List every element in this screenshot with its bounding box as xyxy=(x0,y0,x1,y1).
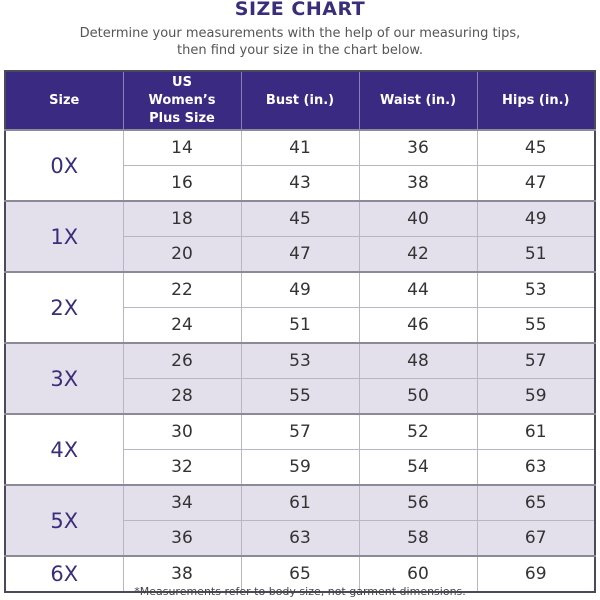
header-hips: Hips (in.) xyxy=(477,71,595,130)
us-size-cell: 16 xyxy=(123,165,242,201)
size-label: 3X xyxy=(5,342,124,414)
table-row: 36 63 58 67 xyxy=(5,520,595,556)
table-row: 28 55 50 59 xyxy=(5,378,595,414)
us-size-cell: 26 xyxy=(123,342,242,379)
us-size-cell: 14 xyxy=(123,129,242,166)
table-row: 5X 34 61 56 65 xyxy=(5,484,595,556)
bust-cell: 43 xyxy=(241,165,360,201)
size-label: 0X xyxy=(5,129,124,201)
header-row: Size US Women’s Plus Size Bust (in.) Wai… xyxy=(5,71,595,130)
us-size-cell: 18 xyxy=(123,200,242,237)
subtitle-line-1: Determine your measurements with the hel… xyxy=(79,26,521,41)
bust-cell: 41 xyxy=(241,129,360,166)
bust-cell: 51 xyxy=(241,307,360,343)
hips-cell: 45 xyxy=(477,129,595,166)
waist-cell: 52 xyxy=(359,413,478,450)
hips-cell: 69 xyxy=(477,555,595,592)
hips-cell: 59 xyxy=(477,378,595,414)
bust-cell: 49 xyxy=(241,271,360,308)
us-size-cell: 20 xyxy=(123,236,242,272)
hips-cell: 49 xyxy=(477,200,595,237)
table-row: 2X 22 49 44 53 xyxy=(5,271,595,343)
us-size-cell: 30 xyxy=(123,413,242,450)
header-size: Size xyxy=(5,71,124,130)
us-size-cell: 28 xyxy=(123,378,242,414)
waist-cell: 60 xyxy=(359,555,478,592)
hips-cell: 51 xyxy=(477,236,595,272)
waist-cell: 44 xyxy=(359,271,478,308)
table-row: 32 59 54 63 xyxy=(5,449,595,485)
waist-cell: 36 xyxy=(359,129,478,166)
waist-cell: 58 xyxy=(359,520,478,556)
bust-cell: 65 xyxy=(241,555,360,592)
size-label: 6X xyxy=(5,555,124,592)
hips-cell: 61 xyxy=(477,413,595,450)
table-row: 24 51 46 55 xyxy=(5,307,595,343)
us-size-cell: 22 xyxy=(123,271,242,308)
table-row: 3X 26 53 48 57 xyxy=(5,342,595,414)
hips-cell: 47 xyxy=(477,165,595,201)
bust-cell: 63 xyxy=(241,520,360,556)
waist-cell: 42 xyxy=(359,236,478,272)
table-row: 20 47 42 51 xyxy=(5,236,595,272)
bust-cell: 55 xyxy=(241,378,360,414)
subtitle: Determine your measurements with the hel… xyxy=(0,25,600,59)
waist-cell: 46 xyxy=(359,307,478,343)
bust-cell: 57 xyxy=(241,413,360,450)
bust-cell: 47 xyxy=(241,236,360,272)
size-label: 4X xyxy=(5,413,124,485)
us-size-cell: 24 xyxy=(123,307,242,343)
bust-cell: 61 xyxy=(241,484,360,521)
us-size-cell: 32 xyxy=(123,449,242,485)
table-row: 1X 18 45 40 49 xyxy=(5,200,595,272)
hips-cell: 65 xyxy=(477,484,595,521)
page-title: SIZE CHART xyxy=(234,0,366,20)
table-row: 16 43 38 47 xyxy=(5,165,595,201)
table-row: 0X 14 41 36 45 xyxy=(5,129,595,201)
size-label: 1X xyxy=(5,200,124,272)
header-us-size: US Women’s Plus Size xyxy=(123,71,242,130)
hips-cell: 53 xyxy=(477,271,595,308)
bust-cell: 53 xyxy=(241,342,360,379)
size-label: 5X xyxy=(5,484,124,556)
waist-cell: 50 xyxy=(359,378,478,414)
header-waist: Waist (in.) xyxy=(359,71,478,130)
hips-cell: 67 xyxy=(477,520,595,556)
size-label: 2X xyxy=(5,271,124,343)
subtitle-line-2: then find your size in the chart below. xyxy=(177,43,423,58)
size-chart-table: Size US Women’s Plus Size Bust (in.) Wai… xyxy=(4,70,596,593)
hips-cell: 63 xyxy=(477,449,595,485)
header-bust: Bust (in.) xyxy=(241,71,360,130)
hips-cell: 57 xyxy=(477,342,595,379)
header-us-size-label: US Women’s Plus Size xyxy=(148,74,216,126)
table-row: 6X 38 65 60 69 xyxy=(5,555,595,592)
table-row: 4X 30 57 52 61 xyxy=(5,413,595,485)
waist-cell: 40 xyxy=(359,200,478,237)
footnote: *Measurements refer to body size, not ga… xyxy=(134,585,466,598)
waist-cell: 54 xyxy=(359,449,478,485)
waist-cell: 38 xyxy=(359,165,478,201)
bust-cell: 45 xyxy=(241,200,360,237)
us-size-cell: 34 xyxy=(123,484,242,521)
hips-cell: 55 xyxy=(477,307,595,343)
us-size-cell: 36 xyxy=(123,520,242,556)
us-size-cell: 38 xyxy=(123,555,242,592)
waist-cell: 48 xyxy=(359,342,478,379)
bust-cell: 59 xyxy=(241,449,360,485)
waist-cell: 56 xyxy=(359,484,478,521)
